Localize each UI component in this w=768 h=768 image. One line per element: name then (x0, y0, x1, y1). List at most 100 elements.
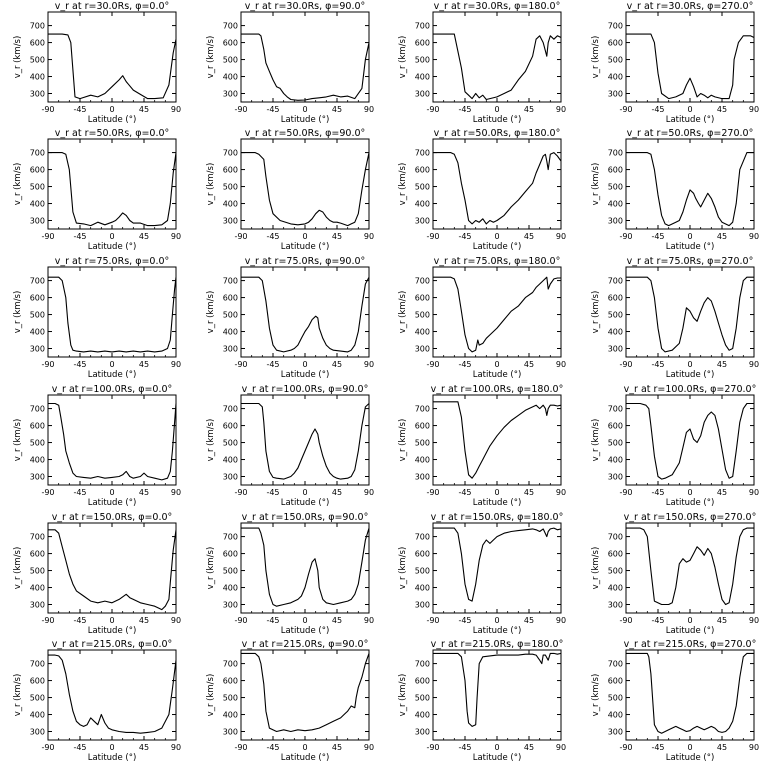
series-line (48, 152, 177, 227)
y-tick-label: 700 (608, 660, 623, 669)
y-tick-label: 400 (223, 328, 238, 337)
y-tick-label: 600 (223, 550, 238, 559)
y-tick-label: 500 (415, 183, 430, 192)
y-tick-label: 600 (30, 550, 45, 559)
x-axis-label: Latitude (°) (473, 370, 522, 380)
chart-panel: v_r at r=75.0Rs, φ=0.0° -90 -45 0 45 90 300 400… (13, 256, 181, 380)
series-line (48, 33, 177, 100)
x-tick-label: 90 (556, 232, 566, 241)
y-tick-label: 600 (415, 294, 430, 303)
y-tick-label: 600 (608, 39, 623, 48)
x-axis-label: Latitude (°) (88, 370, 137, 380)
y-tick-label: 700 (608, 405, 623, 414)
series-line (626, 652, 754, 734)
y-axis-label: v_r (km/s) (13, 547, 23, 590)
y-axis-label: v_r (km/s) (13, 674, 23, 717)
chart-title: v_r at r=215.0Rs, φ=90.0° (242, 639, 369, 650)
chart-title: v_r at r=75.0Rs, φ=0.0° (55, 256, 170, 267)
y-tick-label: 700 (608, 22, 623, 31)
x-tick-label: -90 (41, 616, 54, 625)
x-axis-label: Latitude (°) (88, 498, 137, 508)
x-tick-label: 45 (332, 488, 342, 497)
x-tick-label: -90 (41, 105, 54, 114)
x-tick-label: 0 (109, 616, 114, 625)
y-axis-label: v_r (km/s) (13, 419, 23, 462)
chart-title: v_r at r=30.0Rs, φ=0.0° (55, 1, 170, 12)
y-tick-label: 400 (30, 456, 45, 465)
y-tick-label: 500 (30, 567, 45, 576)
x-tick-label: 45 (332, 232, 342, 241)
y-tick-label: 700 (415, 22, 430, 31)
x-tick-label: -45 (458, 743, 471, 752)
series-line (241, 527, 370, 607)
y-tick-label: 500 (223, 56, 238, 65)
x-axis-label: Latitude (°) (473, 242, 522, 252)
series-line (626, 402, 754, 480)
series-line (626, 152, 754, 227)
y-tick-label: 500 (30, 694, 45, 703)
y-tick-label: 700 (30, 533, 45, 542)
y-tick-label: 700 (415, 149, 430, 158)
plot-frame (47, 522, 177, 614)
x-tick-label: 90 (171, 105, 181, 114)
chart-panel: v_r at r=100.0Rs, φ=0.0° -90 -45 0 45 90 300 40… (13, 384, 181, 508)
chart-title: v_r at r=100.0Rs, φ=270.0° (624, 384, 757, 395)
x-tick-label: 45 (717, 232, 727, 241)
x-tick-label: 0 (494, 743, 499, 752)
chart-panel: v_r at r=30.0Rs, φ=90.0° -90 -45 0 45 90 300 40… (206, 1, 374, 125)
chart-panel: v_r at r=150.0Rs, φ=180.0° -90 -45 0 45 90 300… (398, 512, 566, 636)
y-axis-label: v_r (km/s) (398, 163, 408, 206)
y-tick-label: 600 (30, 677, 45, 686)
x-tick-label: 45 (139, 743, 149, 752)
y-tick-label: 600 (608, 677, 623, 686)
x-tick-label: -90 (619, 360, 632, 369)
y-tick-label: 600 (30, 39, 45, 48)
x-axis-label: Latitude (°) (281, 626, 330, 636)
x-tick-label: -90 (234, 616, 247, 625)
y-tick-label: 700 (223, 277, 238, 286)
x-tick-label: 0 (687, 616, 692, 625)
x-tick-label: 0 (687, 743, 692, 752)
y-tick-label: 500 (223, 567, 238, 576)
y-tick-label: 600 (30, 294, 45, 303)
chart-title: v_r at r=75.0Rs, φ=180.0° (434, 256, 561, 267)
y-tick-label: 700 (30, 405, 45, 414)
chart-panel: v_r at r=30.0Rs, φ=180.0° -90 -45 0 45 90 300 4… (398, 1, 566, 125)
y-tick-label: 400 (223, 73, 238, 82)
y-tick-label: 500 (608, 439, 623, 448)
x-tick-label: 0 (494, 105, 499, 114)
x-tick-label: 90 (556, 360, 566, 369)
y-tick-label: 300 (223, 90, 238, 99)
y-tick-label: 300 (223, 601, 238, 610)
y-tick-label: 500 (415, 311, 430, 320)
plot-frame (625, 394, 755, 486)
x-tick-label: -90 (619, 488, 632, 497)
series-line (241, 33, 370, 101)
y-axis-label: v_r (km/s) (398, 547, 408, 590)
x-tick-label: -90 (41, 360, 54, 369)
y-tick-label: 400 (223, 711, 238, 720)
x-axis-label: Latitude (°) (281, 370, 330, 380)
x-tick-label: 45 (524, 105, 534, 114)
chart-title: v_r at r=50.0Rs, φ=180.0° (434, 128, 561, 139)
x-tick-label: -45 (73, 616, 86, 625)
y-tick-label: 300 (30, 90, 45, 99)
chart-title: v_r at r=75.0Rs, φ=270.0° (627, 256, 754, 267)
x-axis-label: Latitude (°) (281, 242, 330, 252)
plot-frame (240, 649, 370, 741)
chart-panel: v_r at r=150.0Rs, φ=90.0° -90 -45 0 45 90 300 4… (206, 512, 374, 636)
x-tick-label: -45 (458, 105, 471, 114)
x-tick-label: 0 (687, 232, 692, 241)
y-tick-label: 300 (223, 217, 238, 226)
y-tick-label: 600 (415, 677, 430, 686)
chart-title: v_r at r=75.0Rs, φ=90.0° (245, 256, 366, 267)
y-tick-label: 400 (30, 328, 45, 337)
x-tick-label: 0 (302, 232, 307, 241)
y-axis-label: v_r (km/s) (591, 291, 601, 334)
chart-panel: v_r at r=50.0Rs, φ=90.0° -90 -45 0 45 90 300 40… (206, 128, 374, 252)
x-axis-label: Latitude (°) (666, 115, 715, 125)
x-tick-label: -45 (266, 360, 279, 369)
chart-panel: v_r at r=100.0Rs, φ=270.0° -90 -45 0 45 90 300… (591, 384, 759, 508)
plot-frame (47, 649, 177, 741)
x-tick-label: 90 (171, 743, 181, 752)
